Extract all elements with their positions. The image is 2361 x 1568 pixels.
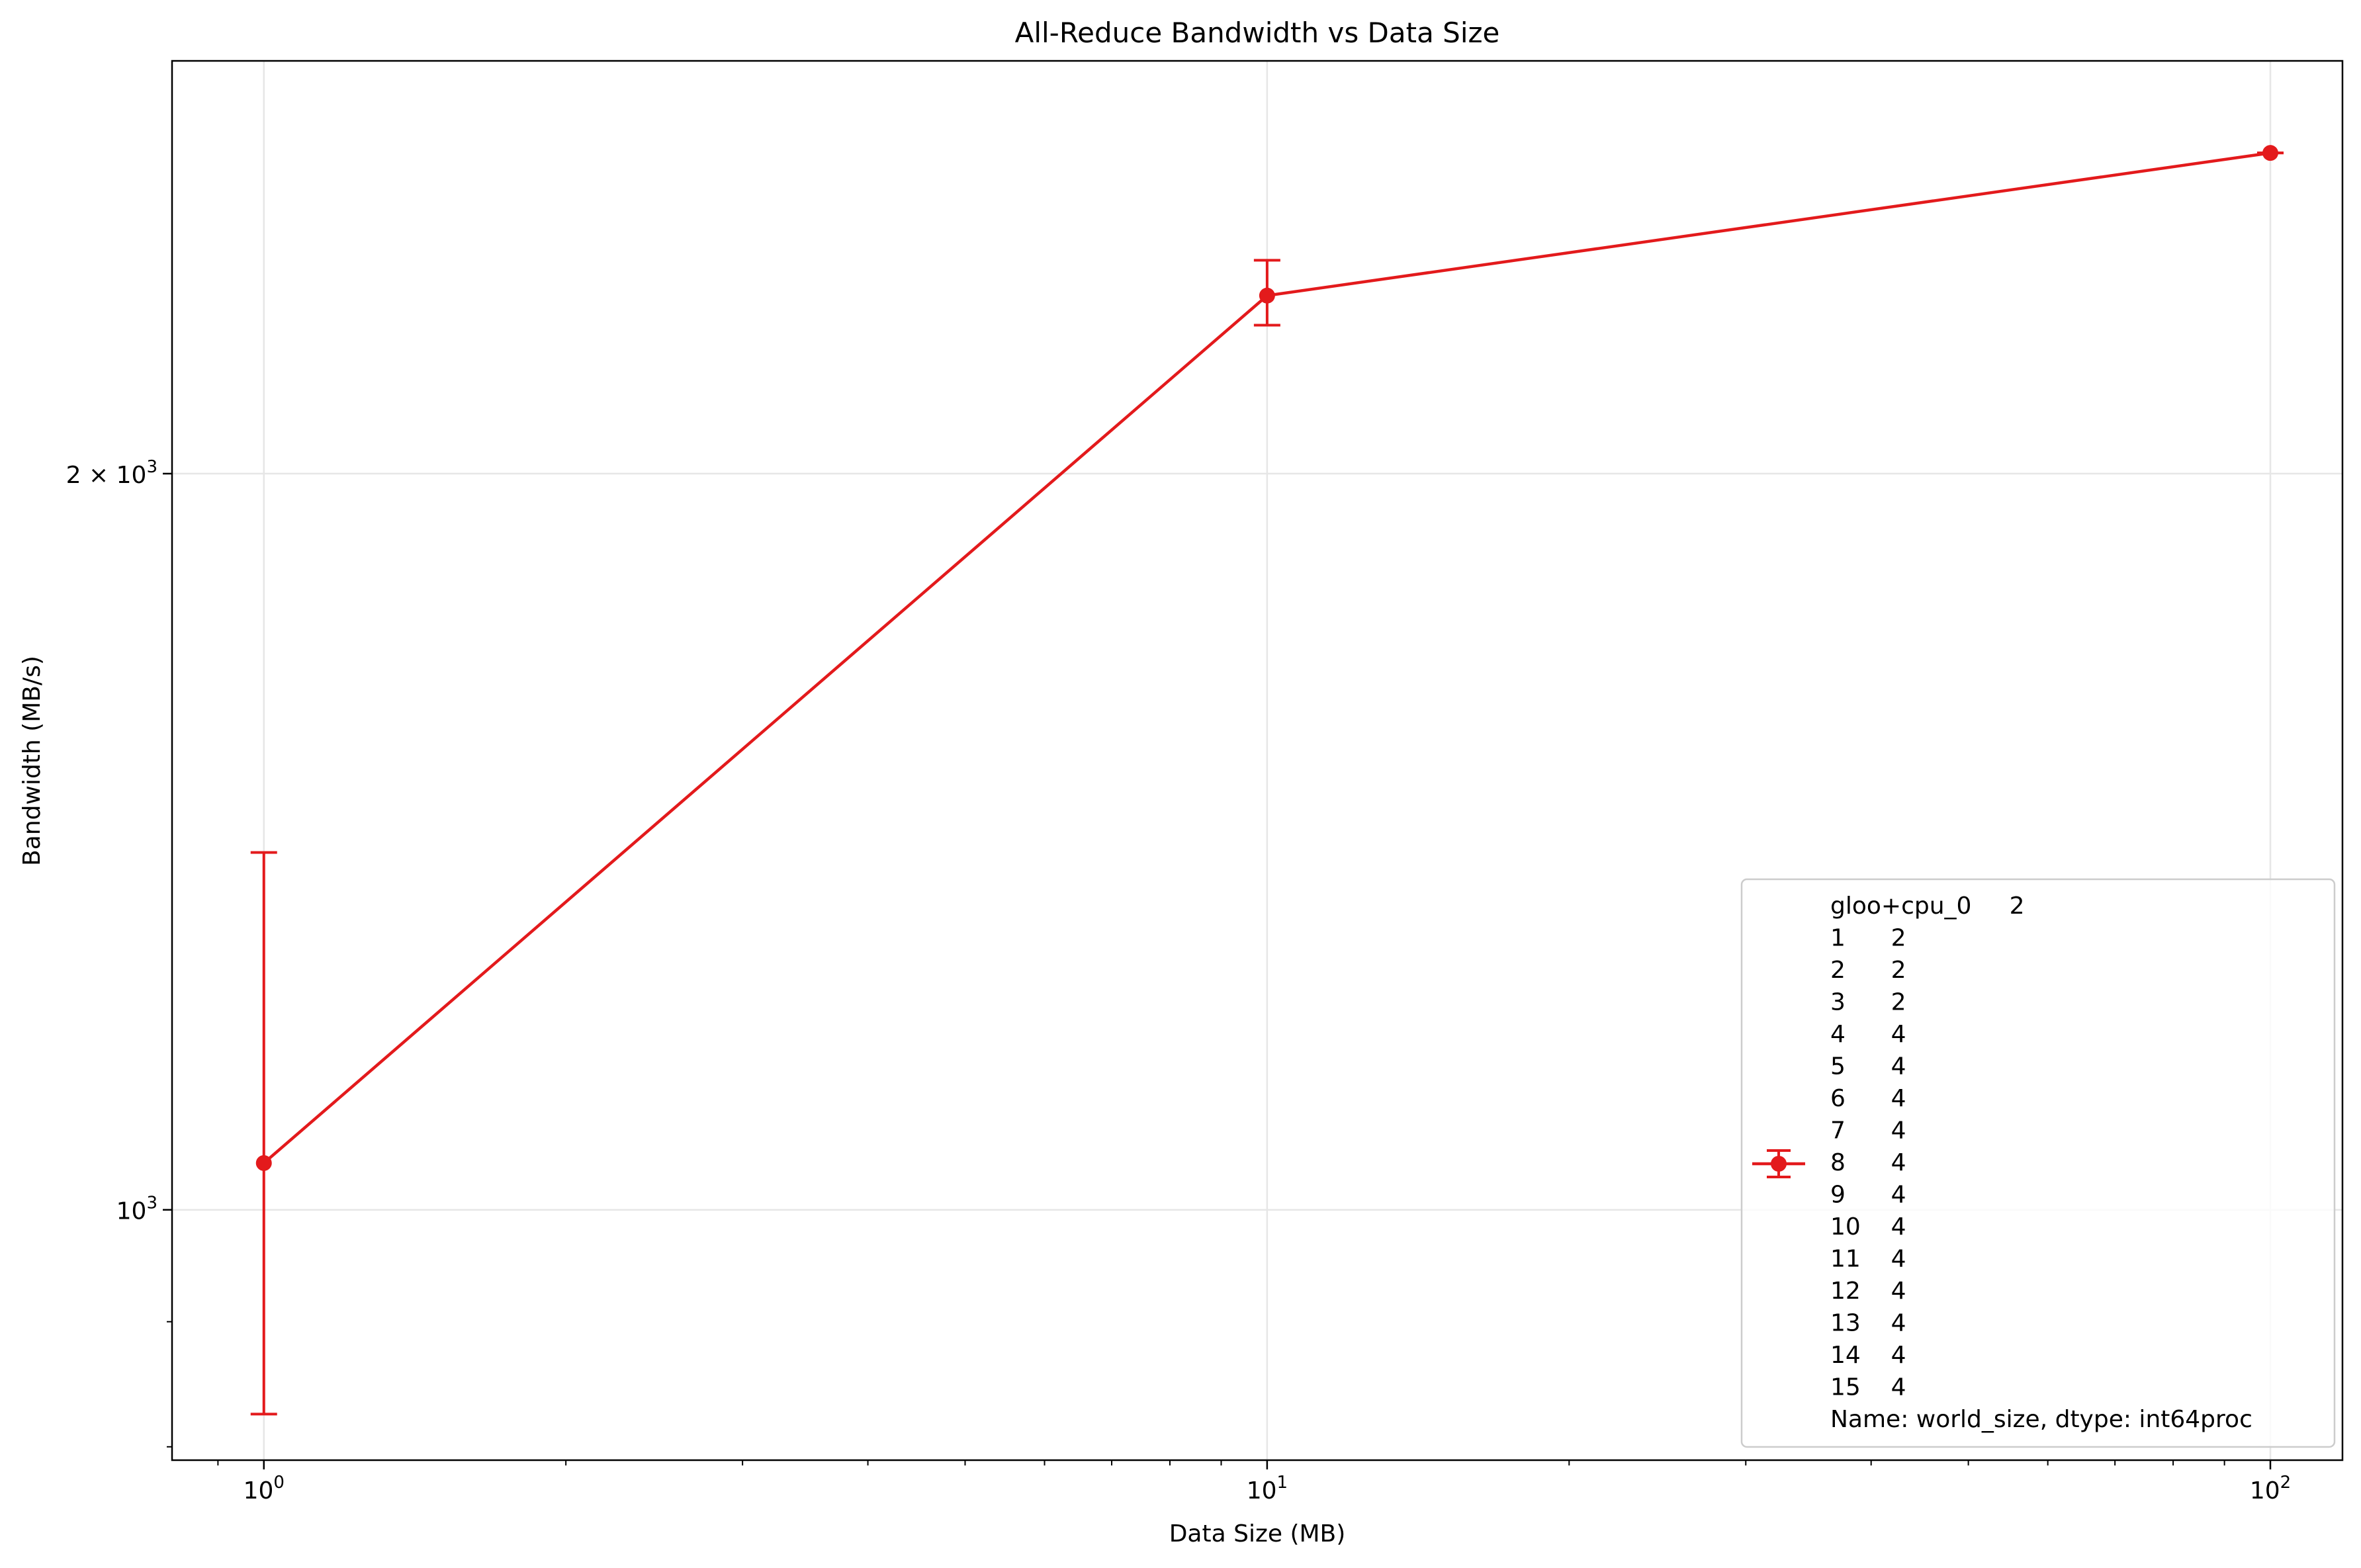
data-point — [255, 1154, 272, 1171]
legend-entry-line: 5 4 — [1830, 1053, 1906, 1080]
legend-entry-line: 3 2 — [1830, 989, 1906, 1016]
legend-entry-line: 10 4 — [1830, 1213, 1906, 1241]
x-tick-label: 101 — [1247, 1473, 1288, 1504]
y-axis-label: Bandwidth (MB/s) — [19, 656, 46, 866]
legend-entry-line: Name: world_size, dtype: int64proc — [1830, 1406, 2252, 1433]
legend-entry-line: 8 4 — [1830, 1149, 1906, 1176]
chart-title: All-Reduce Bandwidth vs Data Size — [1015, 17, 1500, 49]
axis-ticks: 100 101 102 103 2 × 103 — [66, 457, 2292, 1504]
legend-entry-line: 9 4 — [1830, 1182, 1906, 1209]
legend-entry-line: 4 4 — [1830, 1021, 1906, 1048]
data-point — [1259, 287, 1275, 304]
legend-box — [1740, 878, 2336, 1448]
data-point — [2262, 145, 2279, 161]
y-tick-label: 103 — [116, 1194, 157, 1225]
x-tick-label: 102 — [2250, 1473, 2291, 1504]
legend-entry-line: 14 4 — [1830, 1342, 1906, 1369]
legend-entry-line: gloo+cpu_0 2 — [1830, 893, 2025, 920]
legend-handle-marker — [1771, 1156, 1787, 1172]
legend-entry-line: 6 4 — [1830, 1085, 1906, 1112]
x-tick-label: 100 — [244, 1473, 285, 1504]
legend-entry-line: 7 4 — [1830, 1117, 1906, 1145]
y-tick-label: 2 × 103 — [66, 457, 157, 489]
legend-entry-line: 2 2 — [1830, 957, 1906, 984]
series-layer — [250, 145, 2284, 1416]
legend-entry-line: 11 4 — [1830, 1246, 1906, 1273]
legend-entry-line: 13 4 — [1830, 1310, 1906, 1337]
x-axis-label: Data Size (MB) — [1169, 1520, 1346, 1547]
legend-entry-line: 1 2 — [1830, 925, 1906, 952]
legend-entry-line: 12 4 — [1830, 1278, 1906, 1305]
legend-entry-line: 15 4 — [1830, 1374, 1906, 1401]
legend: gloo+cpu_0 2 1 2 2 2 3 2 4 4 5 4 6 4 7 4 8 4 9 4 1… — [1740, 878, 2336, 1448]
minor-ticks — [167, 1321, 2225, 1465]
plot-frame — [171, 60, 2344, 1461]
